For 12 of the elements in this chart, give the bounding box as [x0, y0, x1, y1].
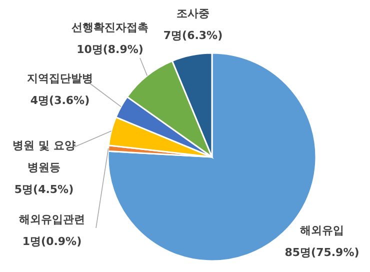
data-label: 85명(75.9%) [284, 245, 360, 261]
data-label: 7명(6.3%) [163, 28, 223, 44]
data-label: 1명(0.9%) [21, 234, 83, 250]
slice-label: 지역집단발병 [26, 71, 94, 87]
slice-label: 해외유입관련 [18, 212, 86, 228]
slice-label: 해외유입 [299, 223, 345, 239]
data-label: 5명(4.5%) [13, 182, 75, 198]
slice-label: 선행확진자접촉 [70, 20, 150, 36]
data-label: 4명(3.6%) [29, 93, 91, 109]
slice-label: 조사중 [176, 6, 210, 22]
slice-label: 병원 및 요양병원등 [12, 138, 76, 176]
data-label: 10명(8.9%) [76, 42, 144, 58]
